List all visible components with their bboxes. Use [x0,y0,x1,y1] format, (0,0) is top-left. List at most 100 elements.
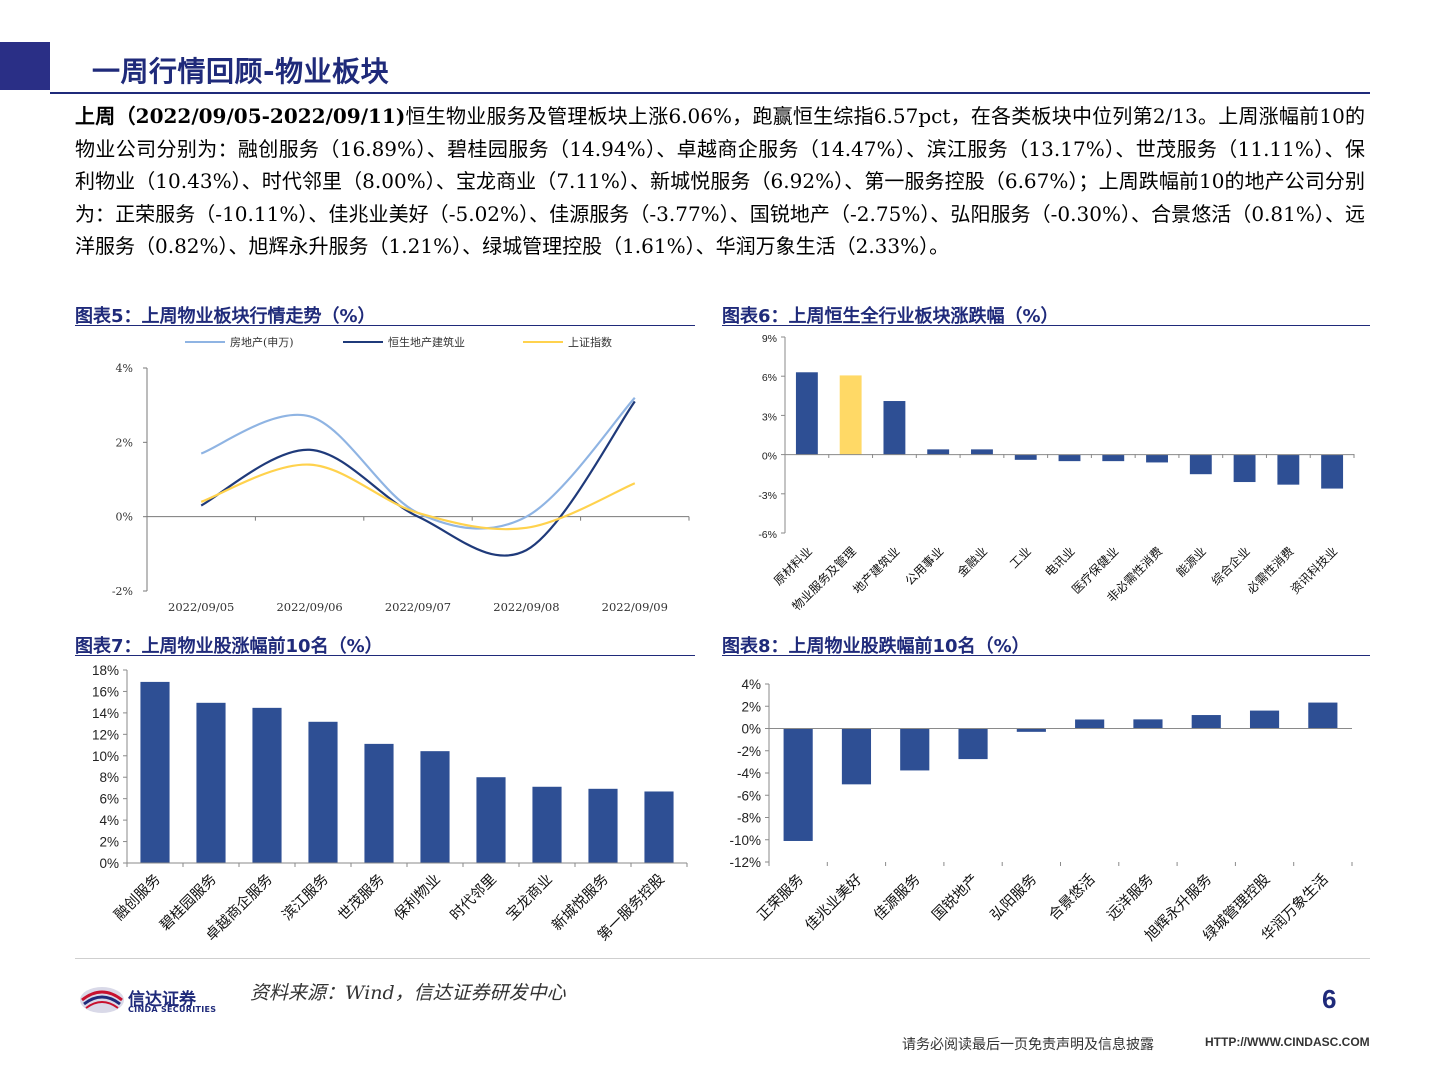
fig8-category-label: 正荣服务 [754,871,807,924]
fig7-y-tick-label: 2% [99,835,119,850]
fig6-bar [1102,454,1125,462]
fig5-line-chart: 4% 2% 0% -2% 2022/09/05 2022/09/06 2022/09/07 2… [112,335,690,614]
logo-subtitle: CINDA SECURITIES [128,1005,217,1014]
fig5-x-tick-label: 2022/09/06 [276,600,342,614]
fig5-x-tick-label: 2022/09/05 [168,600,234,614]
fig8-bar [1308,702,1338,729]
summary-paragraph: 上周（2022/09/05-2022/09/11)恒生物业服务及管理板块上涨6.… [75,100,1365,263]
fig6-y-tick-label: -3% [758,490,777,502]
fig6-category-label: 地产建筑业 [850,544,903,597]
fig8-bar [1249,710,1280,729]
fig6-title: 图表6：上周恒生全行业板块涨跌幅（%） [722,306,1059,327]
fig8-y-tick-label: -12% [729,855,761,870]
fig6-y-tick-label: 0% [762,451,777,463]
fig7-y-tick-label: 18% [92,663,119,678]
fig6-bar [971,449,993,455]
fig8-y-tick-label: -2% [737,744,761,759]
website-url: HTTP://WWW.CINDASC.COM [1205,1035,1370,1049]
fig7-bar [532,786,562,863]
fig7-bar [588,788,618,863]
disclaimer-text: 请务必阅读最后一页免责声明及信息披露 [902,1037,1154,1053]
corner-block [0,42,50,90]
fig7-bar [420,751,450,863]
fig7-bar [308,721,338,863]
title-divider [50,92,1370,94]
fig5-series-line [200,400,636,557]
fig8-category-label: 佳兆业美好 [802,871,865,934]
fig6-y-tick-label: -6% [758,529,777,541]
fig6-bar [1058,454,1081,462]
fig7-title: 图表7：上周物业股涨幅前10名（%） [75,636,383,657]
fig7-category-label: 宝龙商业 [503,871,556,924]
fig7-bar [476,777,506,863]
fig5-legend-label: 恒生地产建筑业 [388,335,465,349]
fig5-title: 图表5：上周物业板块行情走势（%） [75,306,376,327]
fig6-category-label: 电讯业 [1042,544,1077,579]
fig5-x-tick-label: 2022/09/07 [385,600,451,614]
fig8-y-tick-label: 2% [741,699,761,714]
fig7-y-tick-label: 8% [99,770,119,785]
fig7-bar [644,791,674,863]
fig6-bar [927,449,950,455]
fig6-y-tick-label: 9% [762,333,777,345]
fig6-category-label: 资讯科技业 [1288,544,1340,596]
fig6-bar-chart: 9%6%3%0%-3%-6%原材料业物业服务及管理地产建筑业 公用事业 金融业 工业电… [758,333,1355,614]
fig8-bar [1016,728,1046,732]
fig8-y-tick-label: 0% [741,722,761,737]
fig8-category-label: 国锐地产 [929,871,982,924]
fig8-bar [783,728,813,841]
fig6-y-tick-label: 3% [762,411,777,423]
fig7-category-label: 融创服务 [111,871,164,924]
fig8-bar [958,728,988,760]
fig6-category-label: 原材料业 [771,544,815,588]
fig7-bar [196,702,226,863]
fig7-category-label: 保利物业 [391,871,444,924]
fig6-bar [1321,454,1344,489]
fig6-bar [1146,454,1168,463]
fig8-bar [1133,719,1163,729]
fig5-series-line [200,463,636,531]
fig5-y-tick-label: 2% [116,436,133,449]
cinda-logo-icon [80,987,124,1013]
fig6-category-label: 能源业 [1174,544,1209,579]
fig7-y-tick-label: 6% [99,792,119,807]
fig8-bar [900,728,930,771]
fig7-category-label: 世茂服务 [335,871,388,924]
fig8-y-tick-label: 4% [741,677,761,692]
logo-name: 信达证券 [128,990,196,1010]
fig8-title: 图表8：上周物业股跌幅前10名（%） [722,636,1030,657]
fig8-y-tick-label: -4% [737,766,761,781]
fig6-category-label: 公用事业 [902,544,946,588]
fig6-bar [1277,454,1300,485]
fig7-title-rule [75,655,695,656]
fig5-legend-label: 上证指数 [568,335,612,349]
fig8-category-label: 弘阳服务 [987,871,1040,924]
fig8-y-tick-label: -8% [737,811,761,826]
fig5-y-tick-label: 4% [116,362,133,375]
fig6-bar [795,372,818,455]
fig8-y-tick-label: -10% [729,833,761,848]
fig6-category-label: 金融业 [954,544,990,580]
fig7-bar [252,707,282,863]
fig5-x-tick-label: 2022/09/09 [602,600,668,614]
summary-text: 恒生物业服务及管理板块上涨6.06%，跑赢恒生综指6.57pct，在各类板块中位… [75,104,1366,258]
fig8-bar-chart: 4% 2% 0% -2% -4% -6% -8% -10% -12%正荣服务佳兆业美好 佳源服务国… [729,677,1353,944]
fig8-y-tick-label: -6% [737,788,761,803]
fig7-y-tick-label: 12% [92,727,119,742]
fig6-category-label: 工业 [1007,544,1034,571]
fig5-legend-label: 房地产(申万) [230,335,294,349]
fig5-y-tick-label: 0% [116,511,133,524]
fig7-category-label: 滨江服务 [279,871,332,924]
fig6-bar [883,401,906,455]
fig7-y-tick-label: 16% [92,684,119,699]
page-number: 6 [1322,984,1337,1014]
fig6-category-label: 综合企业 [1208,544,1253,589]
fig7-category-label: 时代邻里 [447,871,500,924]
fig6-bar [1014,454,1037,460]
fig5-y-tick-label: -2% [112,585,133,598]
fig7-y-tick-label: 10% [92,749,119,764]
fig8-category-label: 合景悠活 [1045,871,1098,924]
footer-divider [75,958,1370,959]
fig7-bar-chart: 18%16%14%12%10%8%6%4%2%0%融创服务碧桂园服务卓越商企服务… [92,663,688,944]
summary-lead: 上周（2022/09/05-2022/09/11) [75,104,406,128]
